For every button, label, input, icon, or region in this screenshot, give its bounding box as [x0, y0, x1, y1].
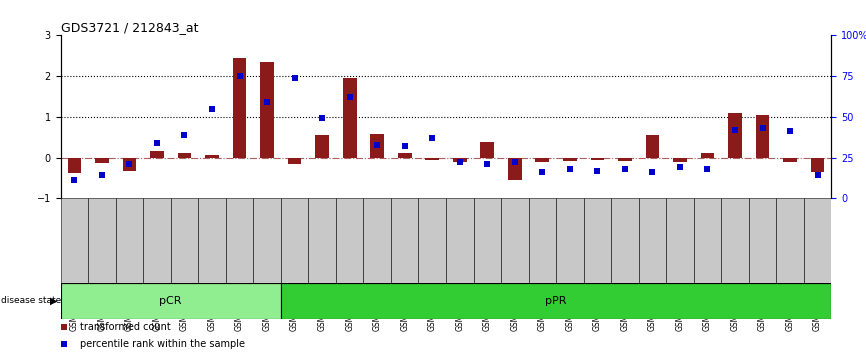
Bar	[645, 135, 659, 158]
Bar	[308, 198, 336, 283]
Bar	[811, 158, 824, 172]
Bar	[776, 198, 804, 283]
Bar	[150, 152, 164, 158]
Bar	[226, 198, 253, 283]
Bar	[61, 283, 281, 319]
Bar	[143, 198, 171, 283]
Bar	[371, 134, 384, 158]
Bar	[418, 198, 446, 283]
Bar	[198, 198, 226, 283]
Bar	[501, 198, 528, 283]
Bar	[535, 158, 549, 161]
Bar	[95, 158, 109, 163]
Bar	[474, 198, 501, 283]
Bar	[694, 198, 721, 283]
Bar	[639, 198, 666, 283]
Bar	[397, 154, 411, 158]
Bar	[481, 142, 494, 158]
Bar	[61, 198, 88, 283]
Bar	[88, 198, 116, 283]
Bar	[336, 198, 364, 283]
Bar	[68, 158, 81, 173]
Bar	[591, 158, 604, 160]
Bar	[756, 115, 769, 158]
Bar	[178, 154, 191, 158]
Bar	[721, 198, 749, 283]
Bar	[116, 198, 143, 283]
Bar	[618, 158, 632, 161]
Text: transformed count: transformed count	[80, 321, 171, 332]
Text: pCR: pCR	[159, 296, 182, 306]
Text: percentile rank within the sample: percentile rank within the sample	[80, 339, 245, 349]
Bar	[233, 58, 247, 158]
Bar	[446, 198, 474, 283]
Bar	[611, 198, 639, 283]
Bar	[288, 158, 301, 164]
Bar	[701, 154, 714, 158]
Bar	[804, 198, 831, 283]
Bar	[123, 158, 136, 171]
Bar	[508, 158, 521, 180]
Bar	[253, 198, 281, 283]
Bar	[563, 158, 577, 161]
Text: pPR: pPR	[546, 296, 567, 306]
Bar	[281, 283, 831, 319]
Bar	[315, 135, 329, 158]
Bar	[528, 198, 556, 283]
Bar	[673, 158, 687, 162]
Bar	[749, 198, 776, 283]
Text: disease state: disease state	[1, 296, 61, 306]
Text: ▶: ▶	[50, 296, 58, 306]
Bar	[281, 198, 308, 283]
Bar	[556, 198, 584, 283]
Bar	[425, 158, 439, 160]
Bar	[343, 78, 357, 158]
Text: GDS3721 / 212843_at: GDS3721 / 212843_at	[61, 21, 198, 34]
Bar	[171, 198, 198, 283]
Bar	[453, 158, 467, 162]
Bar	[391, 198, 418, 283]
Bar	[666, 198, 694, 283]
Bar	[584, 198, 611, 283]
Bar	[364, 198, 391, 283]
Bar	[783, 158, 797, 162]
Bar	[728, 113, 742, 158]
Bar	[260, 62, 274, 158]
Bar	[205, 155, 219, 158]
